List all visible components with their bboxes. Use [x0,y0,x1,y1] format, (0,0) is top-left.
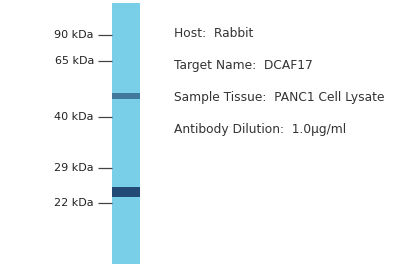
Text: 29 kDa: 29 kDa [54,163,94,173]
Text: 22 kDa: 22 kDa [54,198,94,208]
Text: 40 kDa: 40 kDa [54,112,94,123]
Bar [112,93,140,100]
Text: Sample Tissue:  PANC1 Cell Lysate: Sample Tissue: PANC1 Cell Lysate [174,91,384,104]
Bar [112,3,140,264]
Text: Antibody Dilution:  1.0μg/ml: Antibody Dilution: 1.0μg/ml [174,123,346,136]
Text: Host:  Rabbit: Host: Rabbit [174,27,253,40]
Bar [112,187,140,197]
Text: 90 kDa: 90 kDa [54,30,94,40]
Text: 65 kDa: 65 kDa [55,56,94,66]
Text: Target Name:  DCAF17: Target Name: DCAF17 [174,59,313,72]
